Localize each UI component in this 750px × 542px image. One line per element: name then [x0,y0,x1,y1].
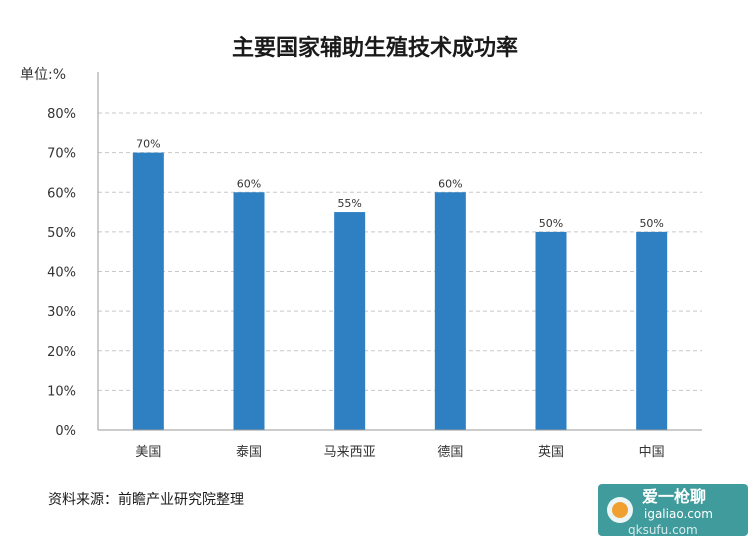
data-label: 70% [136,138,160,151]
y-axis-unit-label: 单位:% [20,67,67,83]
y-tick-label: 20% [47,345,76,360]
y-axis-ticks: 0% 10% 20% 30% 40% 50% 60% 70% 80% [47,107,76,439]
y-tick-label: 80% [47,107,76,122]
bar [233,192,265,430]
data-label: 50% [639,217,663,230]
data-label: 55% [337,197,361,210]
data-label: 60% [237,177,261,190]
y-tick-label: 0% [55,424,76,439]
bar [434,192,466,430]
bars: 70% 60% 55% 60% 50% 50% [132,138,668,430]
bar [132,152,164,430]
x-tick-label: 中国 [639,445,665,460]
source-note: 资料来源：前瞻产业研究院整理 [48,492,244,508]
watermark-logo: 爱一枪聊 igaliao.com qksufu.com [598,484,748,537]
watermark-line2: igaliao.com [644,507,713,521]
x-tick-label: 马来西亚 [324,445,376,460]
x-axis-ticks: 美国 泰国 马来西亚 德国 英国 中国 [135,445,664,460]
x-tick-label: 英国 [538,445,564,460]
y-tick-label: 60% [47,186,76,201]
y-tick-label: 40% [47,266,76,281]
watermark-line1: 爱一枪聊 [642,487,706,506]
bar [636,231,668,430]
x-tick-label: 泰国 [236,445,262,460]
y-tick-label: 10% [47,384,76,399]
bar [535,231,567,430]
y-tick-label: 50% [47,226,76,241]
bar [334,212,366,430]
y-tick-label: 70% [47,147,76,162]
x-tick-label: 美国 [135,445,161,460]
data-label: 60% [438,177,462,190]
y-tick-label: 30% [47,305,76,320]
watermark-line3: qksufu.com [628,523,698,537]
chart-title: 主要国家辅助生殖技术成功率 [231,36,518,61]
gridlines [98,112,702,391]
x-tick-label: 德国 [437,445,463,460]
data-label: 50% [539,217,563,230]
